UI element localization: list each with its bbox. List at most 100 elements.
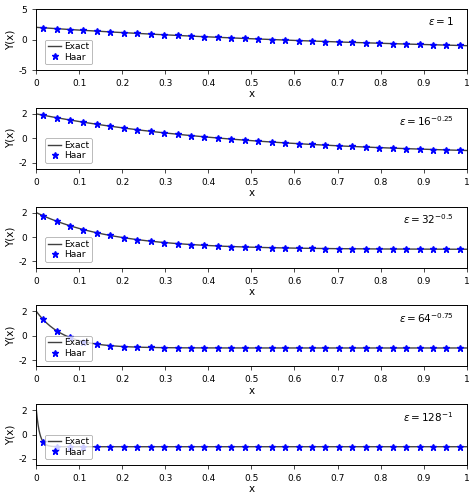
Haar bbox=[242, 345, 247, 351]
Legend: Exact, Haar: Exact, Haar bbox=[45, 40, 92, 64]
Text: $\varepsilon=128^{-1}$: $\varepsilon=128^{-1}$ bbox=[403, 410, 454, 424]
Haar bbox=[350, 40, 355, 46]
Exact bbox=[290, 444, 296, 450]
Exact bbox=[386, 145, 392, 151]
Haar bbox=[323, 345, 328, 351]
Haar bbox=[444, 42, 449, 48]
Haar bbox=[430, 146, 436, 152]
Haar bbox=[403, 444, 409, 450]
Haar bbox=[134, 30, 140, 36]
Haar bbox=[295, 38, 301, 44]
Haar bbox=[390, 444, 396, 450]
Haar bbox=[134, 344, 140, 350]
Line: Exact: Exact bbox=[37, 312, 466, 348]
X-axis label: x: x bbox=[248, 90, 255, 100]
Haar bbox=[121, 125, 127, 131]
Haar bbox=[376, 246, 382, 252]
Haar bbox=[148, 444, 153, 450]
Haar bbox=[81, 444, 86, 450]
Text: $\varepsilon=64^{-0.75}$: $\varepsilon=64^{-0.75}$ bbox=[399, 312, 454, 325]
Haar bbox=[295, 444, 301, 450]
Haar bbox=[228, 244, 234, 250]
Haar bbox=[336, 345, 342, 351]
Haar bbox=[134, 444, 140, 450]
Haar bbox=[94, 122, 100, 128]
Haar bbox=[67, 26, 73, 32]
Haar bbox=[390, 40, 396, 46]
Exact bbox=[241, 444, 247, 450]
Haar bbox=[269, 244, 275, 250]
Haar bbox=[363, 144, 369, 150]
Haar bbox=[81, 119, 86, 125]
Haar bbox=[67, 444, 73, 450]
Exact bbox=[34, 24, 39, 30]
Haar bbox=[444, 147, 449, 153]
Exact bbox=[387, 444, 393, 450]
Haar bbox=[363, 40, 369, 46]
Haar bbox=[121, 444, 127, 450]
Haar bbox=[94, 28, 100, 34]
Exact bbox=[266, 345, 272, 351]
Exact bbox=[240, 36, 246, 42]
Haar bbox=[282, 345, 288, 351]
Line: Haar: Haar bbox=[39, 316, 463, 352]
Haar bbox=[256, 36, 261, 42]
Haar bbox=[81, 28, 86, 34]
Haar bbox=[457, 148, 463, 154]
X-axis label: x: x bbox=[248, 188, 255, 198]
Haar bbox=[215, 135, 221, 141]
Haar bbox=[175, 444, 180, 450]
Haar bbox=[201, 345, 207, 351]
Haar bbox=[417, 444, 422, 450]
Exact bbox=[464, 444, 469, 450]
Haar bbox=[457, 42, 463, 48]
Haar bbox=[363, 246, 369, 252]
Haar bbox=[417, 246, 422, 252]
Haar bbox=[94, 230, 100, 236]
Exact bbox=[386, 345, 392, 351]
Haar bbox=[215, 243, 221, 249]
Haar bbox=[228, 345, 234, 351]
Exact bbox=[238, 345, 244, 351]
Y-axis label: Y(x): Y(x) bbox=[6, 30, 16, 50]
Haar bbox=[336, 444, 342, 450]
Haar bbox=[54, 26, 59, 32]
Exact bbox=[266, 244, 272, 250]
Haar bbox=[256, 444, 261, 450]
Haar bbox=[107, 123, 113, 129]
Exact bbox=[453, 246, 459, 252]
Haar bbox=[242, 36, 247, 42]
Haar bbox=[201, 444, 207, 450]
Haar bbox=[201, 34, 207, 40]
Haar bbox=[40, 439, 46, 445]
Exact bbox=[464, 148, 469, 154]
Haar bbox=[417, 42, 422, 48]
Haar bbox=[242, 137, 247, 143]
Haar bbox=[430, 444, 436, 450]
Haar bbox=[457, 345, 463, 351]
Haar bbox=[376, 444, 382, 450]
Exact bbox=[34, 111, 39, 117]
Exact bbox=[267, 444, 273, 450]
Haar bbox=[269, 139, 275, 145]
Haar bbox=[94, 444, 100, 450]
Haar bbox=[94, 341, 100, 347]
Haar bbox=[107, 29, 113, 35]
Y-axis label: Y(x): Y(x) bbox=[6, 326, 16, 346]
Haar bbox=[403, 41, 409, 47]
Exact bbox=[164, 444, 170, 450]
Haar bbox=[107, 444, 113, 450]
Haar bbox=[40, 316, 46, 322]
Haar bbox=[107, 342, 113, 348]
Haar bbox=[309, 38, 315, 44]
Haar bbox=[323, 444, 328, 450]
Y-axis label: Y(x): Y(x) bbox=[6, 128, 16, 148]
Exact bbox=[240, 137, 246, 143]
Haar bbox=[430, 246, 436, 252]
Exact bbox=[238, 36, 244, 42]
Haar bbox=[228, 136, 234, 142]
Exact bbox=[240, 345, 246, 351]
Haar bbox=[215, 444, 221, 450]
Exact bbox=[266, 36, 272, 43]
Haar bbox=[121, 344, 127, 349]
